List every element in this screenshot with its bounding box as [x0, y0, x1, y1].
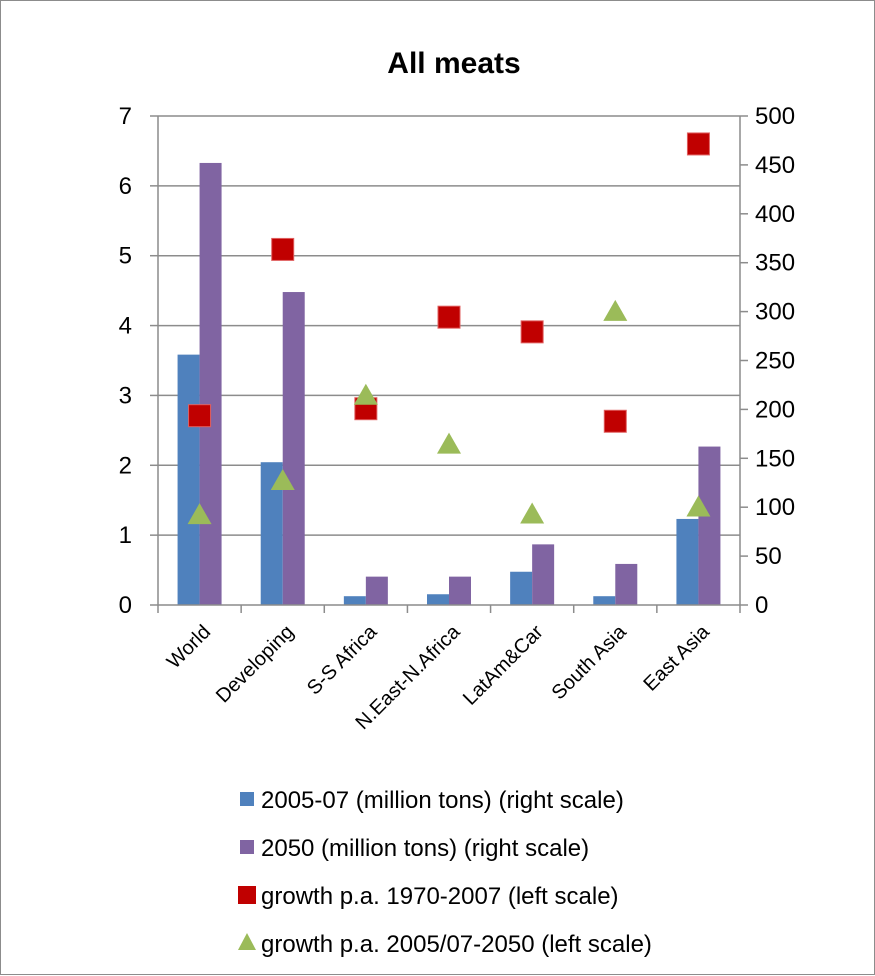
legend-swatch: [238, 933, 256, 950]
legend-label: growth p.a. 1970-2007 (left scale): [261, 883, 619, 910]
gridlines: [158, 115, 740, 536]
bar-2050: [698, 446, 721, 605]
legend-label: 2050 (million tons) (right scale): [261, 835, 589, 862]
bar-2005-07: [177, 354, 200, 605]
right-tick-label: 350: [755, 250, 795, 277]
marker-growth-2005-2050: [520, 502, 545, 524]
right-tick-label: 0: [755, 592, 768, 619]
right-tick-label: 300: [755, 299, 795, 326]
legend-swatch: [238, 886, 256, 904]
category-label: East Asia: [639, 620, 714, 695]
legend: 2005-07 (million tons) (right scale) 2050…: [238, 787, 652, 958]
marker-growth-1970-2007: [437, 305, 461, 329]
marker-growth-2005-2050: [603, 299, 628, 321]
right-tick-label: 250: [755, 348, 795, 375]
right-tick-label: 150: [755, 445, 795, 472]
legend-label: growth p.a. 2005/07-2050 (left scale): [261, 931, 652, 958]
bar-2050: [365, 576, 388, 605]
axes: [150, 115, 748, 613]
marker-growth-1970-2007: [686, 132, 710, 156]
legend-label: 2005-07 (million tons) (right scale): [261, 787, 624, 814]
marker-growth-2005-2050: [686, 495, 711, 517]
left-tick-label: 0: [119, 592, 132, 619]
category-label: S-S Africa: [303, 620, 382, 699]
bar-2050: [199, 162, 222, 605]
left-tick-label: 3: [119, 382, 132, 409]
right-tick-label: 100: [755, 494, 795, 521]
right-tick-label: 400: [755, 201, 795, 228]
right-tick-label: 500: [755, 103, 795, 130]
bar-2050: [449, 576, 471, 605]
category-label: LatAm&Car: [459, 621, 548, 710]
bars: [177, 162, 721, 605]
left-tick-label: 2: [119, 452, 132, 479]
left-tick-label: 7: [119, 103, 132, 130]
left-tick-label: 1: [119, 522, 132, 549]
marker-growth-2005-2050: [270, 468, 295, 490]
bar-2005-07: [260, 462, 283, 605]
marker-growth-2005-2050: [187, 503, 212, 525]
legend-swatch: [240, 792, 254, 806]
category-label: Developing: [212, 621, 298, 707]
bar-2005-07: [510, 571, 533, 605]
marker-growth-1970-2007: [188, 404, 212, 428]
marker-growth-2005-2050: [353, 383, 378, 405]
category-label: World: [163, 621, 215, 673]
markers: [187, 132, 711, 525]
marker-growth-1970-2007: [271, 237, 295, 261]
bar-2050: [615, 563, 638, 605]
marker-growth-1970-2007: [603, 409, 627, 433]
left-tick-label: 6: [119, 173, 132, 200]
marker-growth-2005-2050: [437, 432, 461, 454]
bar-2005-07: [676, 518, 699, 605]
right-tick-label: 450: [755, 152, 795, 179]
legend-swatch: [240, 840, 254, 854]
bar-2005-07: [427, 594, 449, 605]
bar-2005-07: [343, 596, 366, 605]
right-tick-label: 200: [755, 396, 795, 423]
bar-2050: [532, 544, 555, 605]
category-label: South Asia: [548, 620, 632, 704]
bar-2005-07: [593, 596, 616, 605]
left-tick-label: 4: [119, 313, 132, 340]
right-tick-label: 50: [755, 543, 782, 570]
chart-title: All meats: [387, 47, 520, 80]
left-tick-label: 5: [119, 243, 132, 270]
marker-growth-1970-2007: [520, 320, 544, 344]
bar-2050: [282, 292, 305, 605]
